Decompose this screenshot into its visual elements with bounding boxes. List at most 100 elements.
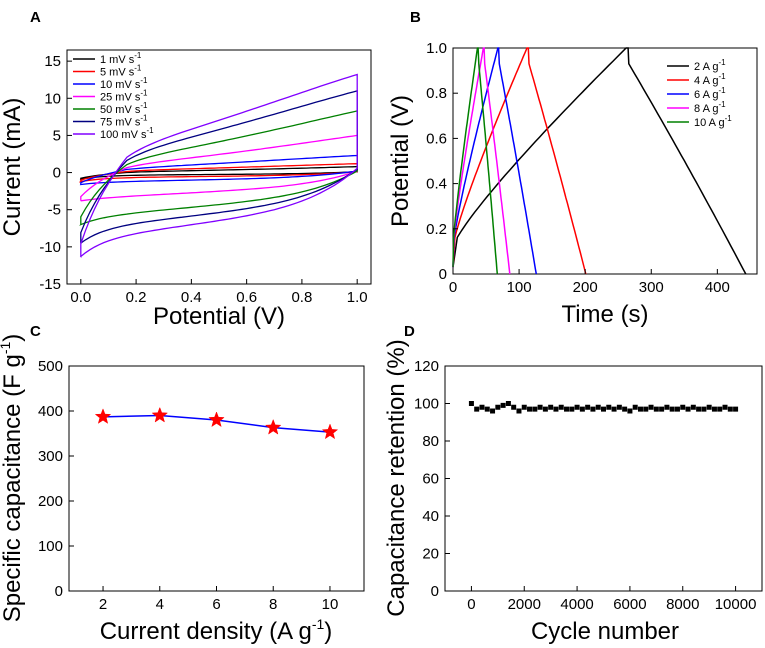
panel-c-x-tick-label: 8 <box>269 596 277 613</box>
panel-d-square-marker <box>706 404 712 410</box>
panel-b-series-3-legend-label: 8 A g-1 <box>694 100 726 115</box>
panel-a-series-6-line <box>79 73 358 258</box>
panel-b-series-group <box>452 47 747 275</box>
panel-a: A 0.0 0.2 0.4 0.6 0.8 1.0 -15 -10 -5 0 5 10 15 1 mV … <box>0 9 372 330</box>
panel-d-square-marker <box>495 404 501 410</box>
panel-c-letter: C <box>30 323 41 340</box>
panel-d-square-marker <box>632 404 638 410</box>
panel-d-series-group <box>468 401 739 414</box>
panel-c-x-axis-title-main: Current density (A g <box>100 618 312 645</box>
panel-d-x-tick-label: 6000 <box>613 596 646 613</box>
panel-c-plot-frame <box>68 365 365 592</box>
panel-a-x-tick-label: 0.2 <box>126 289 147 306</box>
panel-b-plot-frame <box>452 47 758 275</box>
panel-d-square-marker <box>733 406 739 412</box>
panel-c-star-marker <box>264 418 282 435</box>
panel-b-series-1-legend-label: 4 A g-1 <box>694 72 726 87</box>
panel-d: D 0 2000 4000 6000 8000 10000020406080100120 … <box>383 323 763 645</box>
panel-a-y-tick-label: 10 <box>44 90 61 107</box>
panel-d-square-marker <box>585 404 591 410</box>
panel-a-series-1-legend-label: 5 mV s-1 <box>100 64 142 79</box>
panel-c-star-marker <box>151 406 169 423</box>
panel-d-square-marker <box>601 406 606 412</box>
panel-d-y-tick-label: 100 <box>414 396 439 413</box>
panel-b-series-2-legend-label: 6 A g-1 <box>694 86 726 101</box>
panel-b-y-tick-label: 0 <box>439 266 447 283</box>
panel-d-square-marker <box>669 406 675 412</box>
panel-b-series-4-legend-label-sup: -1 <box>725 114 733 123</box>
panel-d-y-tick-label: 60 <box>422 471 439 488</box>
panel-a-series-5-legend-label-main: 75 mV s <box>100 117 141 129</box>
panel-d-x-tick-label: 10000 <box>715 596 757 613</box>
panel-d-y-tick-label: 20 <box>422 546 439 563</box>
panel-a-series-0-legend-label-sup: -1 <box>134 51 142 60</box>
panel-d-square-marker <box>558 404 564 410</box>
panel-a-x-tick-label: 1.0 <box>347 289 368 306</box>
panel-d-square-marker <box>680 404 686 410</box>
panel-a-y-axis-title: Current (mA) <box>0 98 26 237</box>
panel-d-square-marker <box>548 404 554 410</box>
panel-d-square-marker <box>653 406 659 412</box>
panel-d-x-tick-label: 2000 <box>508 596 541 613</box>
panel-b-series-2-line <box>452 47 538 275</box>
panel-b-x-tick-label: 300 <box>639 279 664 296</box>
panel-c-star-marker <box>321 423 339 440</box>
panel-c-y-tick-label: 300 <box>38 448 63 465</box>
panel-d-square-marker <box>717 406 723 412</box>
panel-d-square-marker <box>474 406 480 412</box>
panel-b-series-1-legend-label-main: 4 A g <box>694 75 718 87</box>
panel-a-series-1-legend-label-sup: -1 <box>134 64 142 73</box>
panel-d-square-marker <box>674 406 680 412</box>
panel-c-y-tick-label: 200 <box>38 493 63 510</box>
panel-d-y-tick-label: 80 <box>422 433 439 450</box>
panel-d-square-marker <box>569 406 575 412</box>
panel-c-x-tick-label: 4 <box>156 596 164 613</box>
panel-d-square-marker <box>490 408 496 414</box>
panel-a-plot-frame <box>66 49 372 285</box>
panel-d-square-marker <box>643 406 649 412</box>
panel-b-x-tick-label: 100 <box>507 279 532 296</box>
panel-b-series-3-legend-label-main: 8 A g <box>694 103 718 115</box>
panel-b-series-0-legend-label-main: 2 A g <box>694 61 718 73</box>
panel-d-square-marker <box>595 404 601 410</box>
panel-a-series-5-legend-label-sup: -1 <box>140 114 148 123</box>
panel-b-y-tick-label: 0.2 <box>426 221 447 238</box>
panel-a-x-tick-label: 0.4 <box>181 289 202 306</box>
panel-b-series-0-line <box>452 47 747 275</box>
panel-a-series-6-legend-label-sup: -1 <box>146 126 154 135</box>
panel-b-x-axis-title: Time (s) <box>561 301 648 328</box>
panel-b-y-tick-label: 0.6 <box>426 130 447 147</box>
panel-b-series-2-legend-label-sup: -1 <box>718 86 726 95</box>
panel-d-square-marker <box>648 404 654 410</box>
panel-d-square-marker <box>574 404 580 410</box>
panel-d-square-marker <box>537 404 543 410</box>
panel-b-y-tick-label: 0.8 <box>426 85 447 102</box>
panel-a-legend: 1 mV s-15 mV s-110 mV s-125 mV s-150 mV … <box>73 51 154 141</box>
panel-a-series-6-legend-label: 100 mV s-1 <box>100 126 154 141</box>
panel-b-x-tick-label: 0 <box>449 279 457 296</box>
panel-d-letter: D <box>404 323 415 340</box>
panel-d-square-marker <box>611 406 617 412</box>
panel-c-y-axis-title-tail: ) <box>0 334 26 342</box>
panel-d-square-marker <box>500 402 506 408</box>
panel-c-y-tick-label: 0 <box>55 583 63 600</box>
panel-d-square-marker <box>527 406 533 412</box>
panel-a-series-4-legend-label-main: 50 mV s <box>100 104 141 116</box>
panel-b-series-4-legend-label-main: 10 A g <box>694 117 725 129</box>
panel-d-square-marker <box>521 404 527 410</box>
panel-b-series-1-legend-label-sup: -1 <box>718 72 726 81</box>
panel-d-x-tick-label: 4000 <box>560 596 593 613</box>
panel-c-x-tick-label: 2 <box>99 596 107 613</box>
panel-d-y-tick-label: 120 <box>414 358 439 375</box>
panel-d-square-marker <box>664 404 670 410</box>
panel-a-x-axis-title: Potential (V) <box>153 303 285 330</box>
panel-a-x-tick-label: 0.8 <box>291 289 312 306</box>
panel-a-y-tick-label: -10 <box>39 239 61 256</box>
panel-b-y-tick-label: 1.0 <box>426 40 447 57</box>
panel-d-y-axis-title: Capacitance retention (%) <box>383 339 410 616</box>
panel-d-square-marker <box>701 406 707 412</box>
